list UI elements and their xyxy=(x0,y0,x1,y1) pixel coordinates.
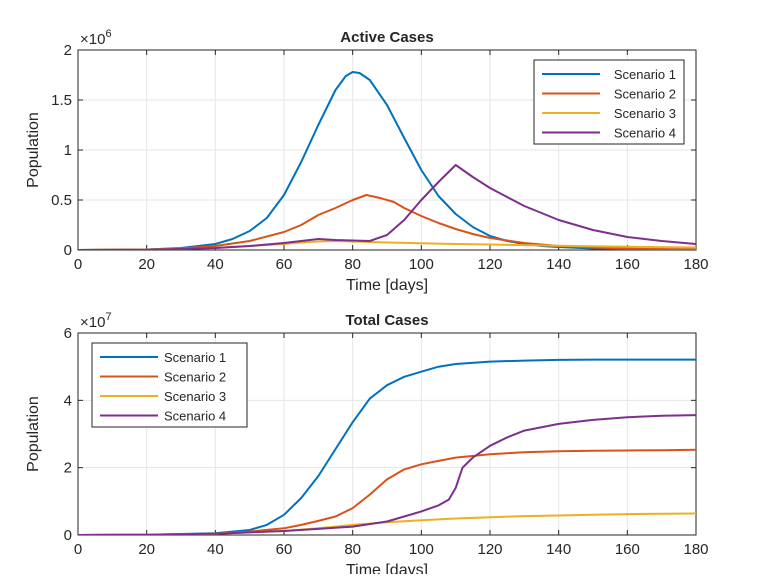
x-tick-label: 60 xyxy=(276,256,293,273)
y-tick-label: 0.5 xyxy=(51,192,72,209)
y-tick-label: 1 xyxy=(64,142,72,159)
y-exponent-label: ×106 xyxy=(80,28,112,48)
x-tick-label: 80 xyxy=(344,256,361,273)
x-tick-label: 120 xyxy=(477,256,502,273)
x-tick-label: 160 xyxy=(615,256,640,273)
legend: Scenario 1 Scenario 2 Scenario 3 Scenario 4 xyxy=(533,59,685,145)
x-tick-label: 0 xyxy=(74,256,82,273)
x-tick-label: 40 xyxy=(207,541,224,558)
x-tick-label: 140 xyxy=(546,256,571,273)
y-tick-label: 0 xyxy=(64,527,72,544)
x-axis-label: Time [days] xyxy=(346,277,428,294)
y-tick-label: 0 xyxy=(64,242,72,259)
chart-panel-1: 0 20 40 60 80 100 120 140 160 180 0 0.5 1 1.5 2 ×106 Act… xyxy=(25,28,709,294)
x-tick-label: 180 xyxy=(683,256,708,273)
legend: Scenario 1 Scenario 2 Scenario 3 Scenario 4 xyxy=(91,342,248,428)
chart-title: Total Cases xyxy=(345,312,428,329)
legend-entry: Scenario 2 xyxy=(614,87,676,102)
x-tick-label: 160 xyxy=(615,541,640,558)
y-exponent-base: ×10 xyxy=(80,31,105,48)
chart-title: Active Cases xyxy=(340,29,433,46)
y-exponent-base: ×10 xyxy=(80,314,105,331)
series-line-scenario-2 xyxy=(78,448,696,535)
legend-entry: Scenario 3 xyxy=(614,106,676,121)
chart-panel-2: 0 20 40 60 80 100 120 140 160 180 0 2 4 6 ×107 Total Ca… xyxy=(25,311,709,579)
x-tick-label: 20 xyxy=(138,256,155,273)
y-exponent-label: ×107 xyxy=(80,311,112,331)
y-tick-label: 6 xyxy=(64,325,72,342)
series-line-scenario-4 xyxy=(78,414,696,535)
y-exponent-power: 6 xyxy=(105,28,111,40)
y-tick-label: 2 xyxy=(64,42,72,59)
x-tick-label: 0 xyxy=(74,541,82,558)
axes-box xyxy=(77,332,697,536)
x-tick-label: 80 xyxy=(344,541,361,558)
y-axis-label: Population xyxy=(25,112,42,188)
x-tick-label: 100 xyxy=(409,256,434,273)
legend-entry: Scenario 1 xyxy=(614,67,676,82)
x-tick-label: 100 xyxy=(409,541,434,558)
x-axis-label: Time [days] xyxy=(346,562,428,574)
y-exponent-power: 7 xyxy=(105,311,111,323)
series-line-scenario-4 xyxy=(78,164,696,250)
y-axis-label: Population xyxy=(25,396,42,472)
series-line-scenario-1 xyxy=(78,358,696,535)
legend-entry: Scenario 4 xyxy=(614,126,676,141)
legend-entry: Scenario 3 xyxy=(164,389,226,404)
legend-entry: Scenario 4 xyxy=(164,409,226,424)
y-tick-label: 2 xyxy=(64,460,72,477)
x-tick-label: 40 xyxy=(207,256,224,273)
x-tick-label: 20 xyxy=(138,541,155,558)
y-tick-label: 4 xyxy=(64,392,72,409)
legend-entry: Scenario 1 xyxy=(164,350,226,365)
series-group xyxy=(78,358,696,535)
y-tick-label: 1.5 xyxy=(51,92,72,109)
legend-entry: Scenario 2 xyxy=(164,370,226,385)
x-tick-label: 140 xyxy=(546,541,571,558)
x-tick-label: 180 xyxy=(683,541,708,558)
x-tick-label: 60 xyxy=(276,541,293,558)
series-group xyxy=(78,71,696,250)
x-tick-label: 120 xyxy=(477,541,502,558)
